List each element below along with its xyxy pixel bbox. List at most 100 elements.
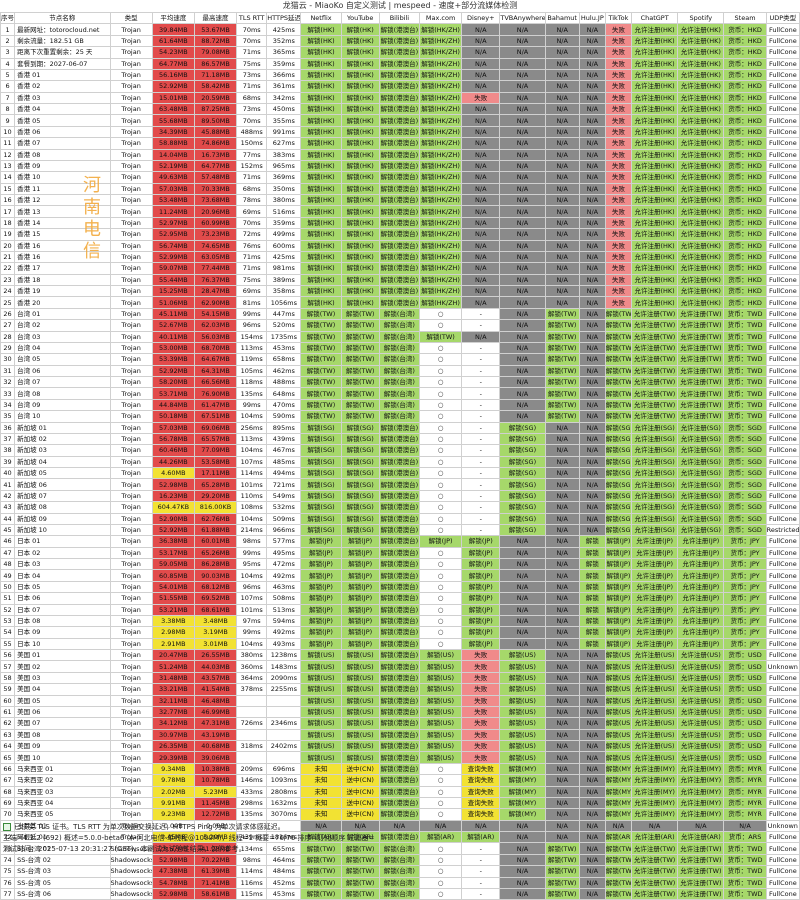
- cell-max_com: 解锁(US): [418, 648, 463, 662]
- cell-avg: 53.39MB: [151, 353, 195, 366]
- cell-hulu: N/A: [578, 751, 606, 764]
- cell-name: 日本 01: [14, 535, 111, 548]
- cell-n: 6: [0, 80, 16, 93]
- cell-baha: N/A: [544, 432, 580, 446]
- cell-tt: 失败: [604, 80, 633, 93]
- cell-baha: N/A: [544, 739, 580, 753]
- cell-gpt: 允许注册(SG): [631, 478, 679, 491]
- cell-type: Trojan: [109, 614, 153, 628]
- cell-yt: 解锁(TW): [340, 353, 380, 366]
- cell-https: 369ms: [266, 171, 302, 184]
- cell-baha: 解锁(TW): [544, 842, 580, 855]
- cell-n: 4: [0, 57, 16, 70]
- cell-gpt: 允许注册(JP): [631, 569, 679, 582]
- cell-nf: 解锁(US): [300, 683, 342, 696]
- cell-max_com: 解锁(HK/ZH): [418, 216, 463, 230]
- table-row: 4 套餐到期：2027-06-07 Trojan 64.77MB 86.57MB 75ms…: [0, 57, 800, 70]
- cell-name: 美国 02: [14, 660, 111, 673]
- cell-n: 19: [0, 228, 16, 241]
- cell-nf: 解锁(HK): [300, 171, 342, 184]
- cell-type: Trojan: [109, 80, 153, 93]
- cell-udp: FullCone: [765, 785, 800, 798]
- cell-https: 389ms: [266, 273, 302, 287]
- cell-tvb: 解锁(US): [499, 648, 546, 662]
- cell-avg: 9.78MB: [151, 774, 195, 787]
- cell-udp: FullCone: [765, 398, 800, 412]
- cell-udp: FullCone: [765, 603, 800, 616]
- cell-yt: 解锁(JP): [340, 546, 380, 560]
- cell-tt: 解锁(JP): [604, 569, 633, 582]
- cell-avg: 52.98MB: [151, 887, 195, 900]
- cell-hulu: 解锁: [578, 546, 606, 560]
- cell-spot: 允许注册(TW): [677, 319, 725, 332]
- cell-gpt: 允许注册(TW): [631, 341, 679, 355]
- cell-dis: 失败: [461, 683, 501, 696]
- table-row: 47 日本 02 Trojan 53.17MB 65.26MB 99ms 495ms 解锁(J…: [0, 546, 800, 560]
- cell-bili: 解锁(港澳台): [378, 637, 421, 651]
- cell-max_com: ○: [418, 557, 463, 571]
- cell-avg: 53.17MB: [151, 546, 195, 560]
- cell-dis: N/A: [461, 273, 501, 287]
- cell-avg: 52.90MB: [151, 512, 195, 525]
- cell-https: 1093ms: [266, 774, 302, 787]
- cell-avg: 2.98MB: [151, 626, 195, 639]
- cell-avg: 47.38MB: [151, 865, 195, 878]
- cell-hulu: N/A: [578, 319, 606, 332]
- cell-tt: 解锁(US): [604, 751, 633, 764]
- cell-max: 0.00B: [193, 819, 238, 833]
- cell-nf: 解锁(TW): [300, 387, 342, 400]
- table-row: 34 台湾 09 Trojan 44.84MB 61.47MB 99ms 470ms 解锁(T…: [0, 398, 800, 412]
- cell-nf: 解锁(HK): [300, 239, 342, 252]
- table-row: 20 香港 16 Trojan 56.74MB 74.65MB 76ms 600ms 解锁(H…: [0, 239, 800, 252]
- cell-n: 67: [0, 774, 16, 787]
- cell-spot: 允许注册(TW): [677, 387, 725, 400]
- cell-type: Trojan: [109, 114, 153, 127]
- cell-yt: 解锁(HK): [340, 57, 380, 70]
- cell-yt: 解锁(HK): [340, 80, 380, 93]
- cell-steam: 货币：SGD: [723, 466, 767, 480]
- table-row: 56 美国 01 Trojan 20.47MB 26.55MB 380ms 1238ms 解锁…: [0, 648, 800, 662]
- table-row: 64 美国 09 Trojan 26.35MB 40.68MB 318ms 2402ms 解锁…: [0, 739, 800, 753]
- cell-max: 57.48MB: [193, 171, 238, 184]
- cell-hulu: N/A: [578, 330, 606, 343]
- table-row: 52 日本 07 Trojan 53.21MB 68.61MB 101ms 513ms 解锁(…: [0, 603, 800, 616]
- cell-max: 64.77MB: [193, 159, 238, 173]
- cell-hulu: N/A: [578, 728, 606, 742]
- cell-dis: -: [461, 501, 501, 514]
- cell-udp: FullCone: [765, 284, 800, 298]
- cell-spot: 允许注册(JP): [677, 535, 725, 548]
- cell-steam: 货币：TWD: [723, 887, 767, 900]
- cell-yt: 解锁(HK): [340, 228, 380, 241]
- cell-https: 350ms: [266, 182, 302, 196]
- cell-tls: 104ms: [236, 444, 268, 457]
- cell-tt: 解锁(TW): [604, 341, 633, 355]
- cell-udp: FullCone: [765, 614, 800, 628]
- table-row: 35 台湾 10 Trojan 50.18MB 67.51MB 104ms 590ms 解锁(…: [0, 410, 800, 423]
- cell-tls: 99ms: [236, 398, 268, 412]
- cell-max_com: 解锁(HK/ZH): [418, 296, 463, 309]
- cell-https: 549ms: [266, 489, 302, 503]
- cell-avg: 36.38MB: [151, 535, 195, 548]
- table-row: 18 香港 14 Trojan 52.97MB 60.99MB 70ms 359ms 解锁(H…: [0, 216, 800, 230]
- cell-tvb: N/A: [499, 182, 546, 196]
- cell-max_com: 解锁(US): [418, 671, 463, 685]
- cell-hulu: 解锁: [578, 569, 606, 582]
- column-header: TLS RTT: [236, 11, 268, 25]
- cell-bili: 解锁(港澳台): [378, 182, 421, 196]
- cell-gpt: 允许注册(HK): [631, 296, 679, 309]
- cell-dis: -: [461, 887, 501, 900]
- cell-udp: FullCone: [765, 694, 800, 707]
- cell-bili: 解锁(港澳台): [378, 57, 421, 70]
- cell-yt: 解锁(US): [340, 683, 380, 696]
- cell-gpt: 允许注册(HK): [631, 57, 679, 70]
- cell-bili: 解锁(港澳台): [378, 250, 421, 264]
- cell-type: Trojan: [109, 68, 153, 82]
- cell-baha: N/A: [544, 489, 580, 503]
- cell-steam: 货币：USD: [723, 728, 767, 742]
- cell-tvb: N/A: [499, 148, 546, 161]
- cell-tvb: N/A: [499, 387, 546, 400]
- cell-hulu: 解锁: [578, 592, 606, 605]
- cell-bili: 解锁(港澳台): [378, 501, 421, 514]
- footer-line-3: 测试时间：2025-07-13 20:31:27 (CST)，本测试为试验性结果…: [3, 845, 246, 853]
- cell-baha: N/A: [544, 683, 580, 696]
